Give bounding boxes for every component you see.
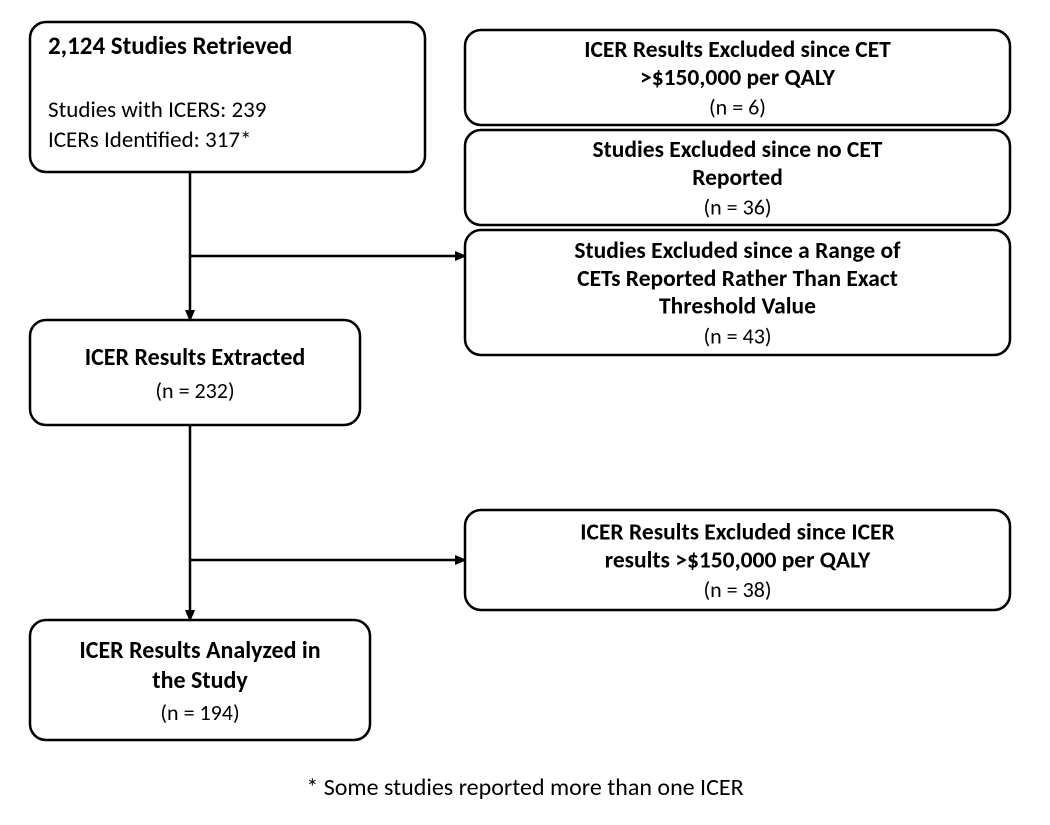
text-ex1-line1: ICER Results Excluded since CET — [584, 36, 891, 64]
text-ex3-count: (n = 43) — [703, 322, 771, 349]
text-analyzed-line1: ICER Results Analyzed in — [79, 636, 320, 665]
text-retrieved-title: 2,124 Studies Retrieved — [48, 30, 292, 61]
text-ex1-line2: >$150,000 per QALY — [640, 64, 836, 92]
text-retrieved-line1: Studies with ICERS: 239 — [48, 96, 266, 124]
text-ex3-line2: CETs Reported Rather Than Exact — [577, 265, 898, 293]
text-ex2-count: (n = 36) — [703, 194, 771, 221]
text-ex2-line2: Reported — [692, 164, 783, 192]
text-analyzed-line2: the Study — [152, 666, 248, 695]
text-ex3-line1: Studies Excluded since a Range of — [574, 237, 901, 265]
text-ex1-count: (n = 6) — [709, 94, 766, 121]
text-retrieved-line2: ICERs Identified: 317* — [48, 126, 251, 154]
text-ex2-line1: Studies Excluded since no CET — [593, 136, 883, 164]
text-footnote: * Some studies reported more than one IC… — [306, 773, 743, 802]
text-ex4-line2: results >$150,000 per QALY — [605, 546, 871, 574]
text-extracted-count: (n = 232) — [155, 377, 234, 404]
text-analyzed-count: (n = 194) — [160, 699, 239, 726]
text-ex3-line3: Threshold Value — [659, 293, 816, 321]
flowchart: 2,124 Studies Retrieved Studies with ICE… — [0, 0, 1050, 825]
text-ex4-count: (n = 38) — [703, 576, 771, 603]
text-extracted-line1: ICER Results Extracted — [85, 343, 306, 372]
text-ex4-line1: ICER Results Excluded since ICER — [580, 519, 894, 547]
box-results-extracted — [30, 320, 360, 425]
